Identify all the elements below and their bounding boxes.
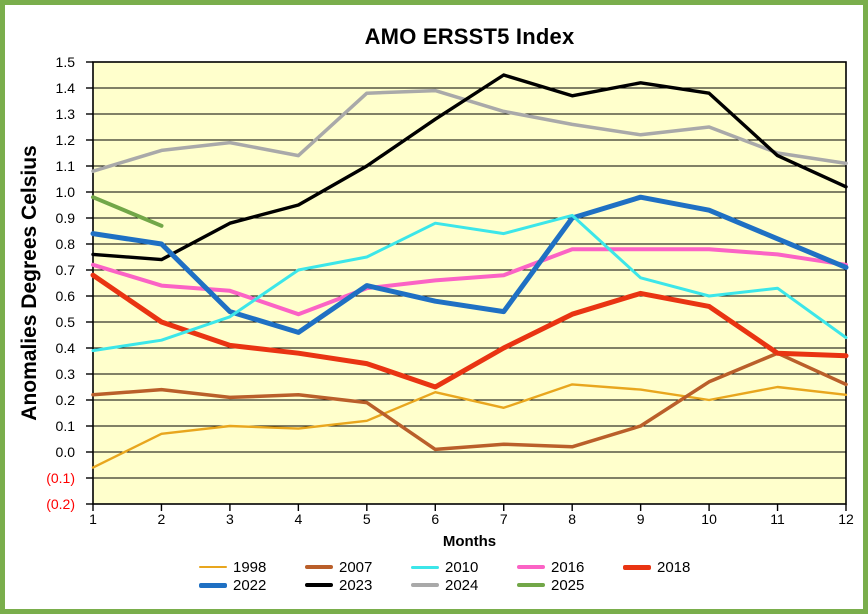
- x-tick-label: 5: [362, 511, 371, 527]
- y-tick-label: 1.2: [55, 132, 75, 148]
- y-tick-label: 0.5: [55, 314, 75, 330]
- legend-item-2016: 2016: [517, 558, 584, 576]
- y-tick-label: 0.6: [55, 288, 75, 304]
- y-tick-label: 0.0: [55, 444, 75, 460]
- legend-swatch-2016: [517, 565, 545, 569]
- legend: 1998 2007 2010 2016 2018 2022 2023 2024 2025: [199, 558, 799, 598]
- series-line-2016: [91, 247, 848, 317]
- x-tick-label: 9: [636, 511, 645, 527]
- y-tick-label: 1.3: [55, 106, 75, 122]
- series-line-2018: [90, 272, 849, 390]
- series-line-1998: [91, 383, 848, 469]
- legend-swatch-1998: [199, 565, 227, 569]
- y-tick-label: 1.5: [55, 54, 75, 70]
- legend-label: 2018: [657, 558, 691, 576]
- x-tick-label: 8: [568, 511, 577, 527]
- legend-item-2007: 2007: [305, 558, 372, 576]
- y-tick-label: 0.2: [55, 392, 75, 408]
- y-tick-label: 0.7: [55, 262, 75, 278]
- x-tick-label: 11: [770, 511, 785, 527]
- legend-item-1998: 1998: [199, 558, 266, 576]
- y-tick-label: 0.3: [55, 366, 75, 382]
- legend-label: 1998: [233, 558, 267, 576]
- x-axis-title: Months: [442, 533, 497, 550]
- legend-label: 2022: [233, 576, 267, 594]
- series-line-2022: [90, 194, 849, 335]
- plot-area: [86, 61, 849, 511]
- legend-label: 2025: [551, 576, 585, 594]
- legend-item-2025: 2025: [517, 576, 584, 594]
- legend-label: 2007: [339, 558, 373, 576]
- legend-label: 2024: [445, 576, 479, 594]
- legend-item-2018: 2018: [623, 558, 690, 576]
- legend-label: 2010: [445, 558, 479, 576]
- y-tick-label: 0.1: [55, 418, 75, 434]
- legend-item-2022: 2022: [199, 576, 266, 594]
- legend-swatch-2024: [411, 583, 439, 587]
- legend-label: 2023: [339, 576, 373, 594]
- legend-swatch-2022: [199, 582, 227, 588]
- y-tick-label: 0.8: [55, 236, 75, 252]
- legend-item-2010: 2010: [411, 558, 478, 576]
- legend-item-2023: 2023: [305, 576, 372, 594]
- legend-swatch-2010: [411, 565, 439, 569]
- y-tick-label: 1.0: [55, 184, 75, 200]
- legend-swatch-2023: [305, 583, 333, 587]
- series-line-2023: [91, 73, 848, 262]
- y-tick-label: (0.2): [46, 496, 75, 512]
- legend-swatch-2018: [623, 564, 651, 570]
- y-tick-label: 1.1: [55, 158, 75, 174]
- x-tick-label: 2: [157, 511, 166, 527]
- series-line-2025: [91, 195, 164, 228]
- y-tick-label: 0.4: [55, 340, 75, 356]
- series-line-2007: [91, 351, 848, 452]
- chart-title: AMO ERSST5 Index: [364, 24, 575, 49]
- x-tick-label: 3: [226, 511, 234, 527]
- x-tick-label: 10: [701, 511, 717, 527]
- x-tick-label: 1: [89, 511, 97, 527]
- x-tick-label: 4: [294, 511, 303, 527]
- y-tick-label: 0.9: [55, 210, 75, 226]
- series-line-2010: [91, 213, 848, 353]
- y-tick-label: (0.1): [46, 470, 75, 486]
- plot-background: [92, 61, 847, 505]
- y-tick-label: 1.4: [55, 80, 75, 96]
- x-tick-label: 7: [499, 511, 508, 527]
- legend-swatch-2025: [517, 583, 545, 587]
- x-tick-label: 6: [431, 511, 440, 527]
- x-tick-label: 12: [838, 511, 854, 527]
- legend-item-2024: 2024: [411, 576, 478, 594]
- legend-swatch-2007: [305, 565, 333, 569]
- series-line-2024: [91, 88, 848, 173]
- legend-label: 2016: [551, 558, 585, 576]
